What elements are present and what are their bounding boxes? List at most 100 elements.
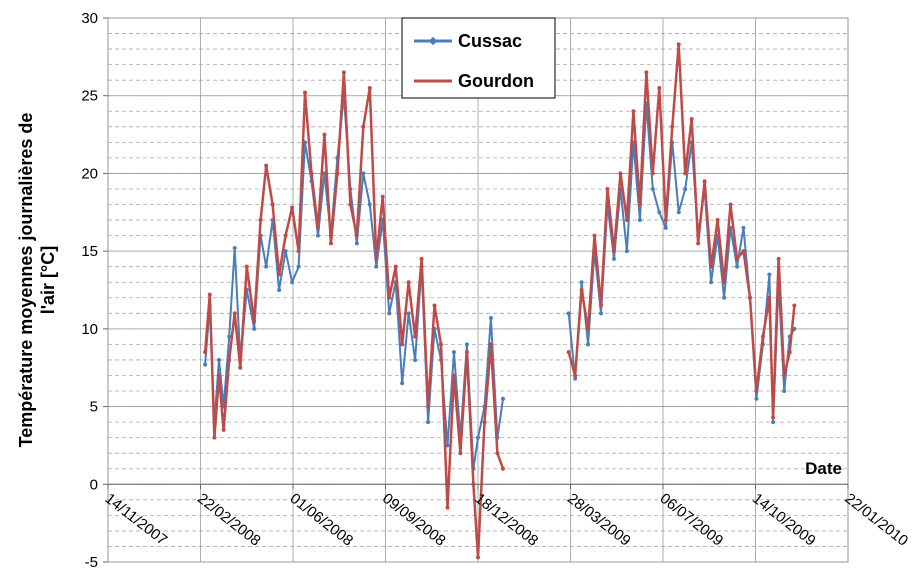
data-point xyxy=(573,376,578,381)
data-point xyxy=(374,256,379,261)
data-point xyxy=(252,319,257,324)
data-point xyxy=(760,334,765,339)
data-point xyxy=(476,555,480,560)
data-point xyxy=(207,292,212,297)
data-point xyxy=(361,124,366,129)
y-tick-label: 20 xyxy=(81,165,98,182)
data-point xyxy=(380,194,385,199)
data-point xyxy=(252,326,257,331)
data-point xyxy=(624,218,629,223)
data-point xyxy=(476,435,480,440)
y-tick-label: 10 xyxy=(81,321,98,338)
data-point xyxy=(400,381,405,386)
data-point xyxy=(618,171,623,176)
y-tick-label: 25 xyxy=(81,88,98,105)
data-point xyxy=(283,249,288,254)
data-point xyxy=(586,342,591,347)
data-point xyxy=(367,202,372,207)
y-tick-label: 5 xyxy=(90,399,98,416)
data-point xyxy=(445,505,450,510)
data-point xyxy=(290,280,295,285)
data-point xyxy=(722,295,727,300)
data-point xyxy=(579,280,584,285)
data-point xyxy=(566,311,571,316)
data-point xyxy=(439,342,443,347)
data-point xyxy=(227,334,232,339)
data-point xyxy=(735,256,739,261)
x-tick-label: 22/01/2010 xyxy=(842,490,912,550)
data-point xyxy=(637,202,642,207)
y-tick-label: 30 xyxy=(81,10,98,27)
data-point xyxy=(315,225,320,230)
data-point xyxy=(670,124,675,129)
data-point xyxy=(354,241,359,246)
data-point xyxy=(599,303,604,308)
data-point xyxy=(217,357,221,362)
data-point xyxy=(451,350,456,355)
data-point xyxy=(406,280,411,285)
data-point xyxy=(735,264,739,269)
data-point xyxy=(605,186,610,191)
data-point xyxy=(341,70,346,75)
data-point xyxy=(657,85,662,90)
x-axis-label: Date xyxy=(805,459,842,478)
data-point xyxy=(741,249,746,254)
data-point xyxy=(709,264,714,269)
data-point xyxy=(296,249,301,254)
data-point xyxy=(221,427,226,432)
data-point xyxy=(676,210,681,215)
data-point xyxy=(419,256,424,261)
data-point xyxy=(432,303,437,308)
data-point xyxy=(303,90,308,95)
data-point xyxy=(747,295,752,300)
data-point xyxy=(348,202,353,207)
data-point xyxy=(579,288,584,292)
data-point xyxy=(771,420,776,425)
data-point xyxy=(586,326,591,331)
data-point xyxy=(270,202,275,207)
data-point xyxy=(277,288,282,292)
data-point xyxy=(387,311,392,316)
data-point xyxy=(387,295,392,300)
data-point xyxy=(367,85,372,90)
data-point xyxy=(611,249,616,254)
data-point xyxy=(232,311,237,316)
data-point xyxy=(741,225,746,230)
data-point xyxy=(500,396,505,401)
data-point xyxy=(488,342,493,347)
data-point xyxy=(488,315,493,320)
data-point xyxy=(599,311,604,316)
data-point xyxy=(232,246,237,251)
y-tick-label: 0 xyxy=(90,476,98,493)
data-point xyxy=(413,334,418,339)
data-point xyxy=(354,233,359,238)
legend xyxy=(401,17,556,99)
data-point xyxy=(573,373,578,378)
data-point xyxy=(715,218,720,223)
data-point xyxy=(728,202,733,207)
data-point xyxy=(754,396,759,401)
data-point xyxy=(217,373,221,378)
data-point xyxy=(322,132,327,137)
data-point xyxy=(296,264,301,269)
data-point xyxy=(374,264,379,269)
y-tick-label: -5 xyxy=(85,554,98,571)
data-point xyxy=(624,249,629,254)
data-point xyxy=(203,350,208,355)
data-point xyxy=(445,443,450,448)
data-point xyxy=(413,357,418,362)
y-tick-label: 15 xyxy=(81,243,98,260)
data-point xyxy=(702,179,707,184)
data-point xyxy=(244,264,249,269)
data-point xyxy=(406,311,411,316)
legend-label: Cussac xyxy=(458,31,522,51)
data-point xyxy=(771,415,776,420)
data-point xyxy=(238,365,243,370)
data-point xyxy=(277,272,282,277)
data-point xyxy=(683,171,688,176)
data-point xyxy=(631,109,636,114)
data-point xyxy=(657,210,662,215)
y-axis-label: Température moyennes journalières de xyxy=(16,113,36,448)
data-point xyxy=(689,117,694,122)
